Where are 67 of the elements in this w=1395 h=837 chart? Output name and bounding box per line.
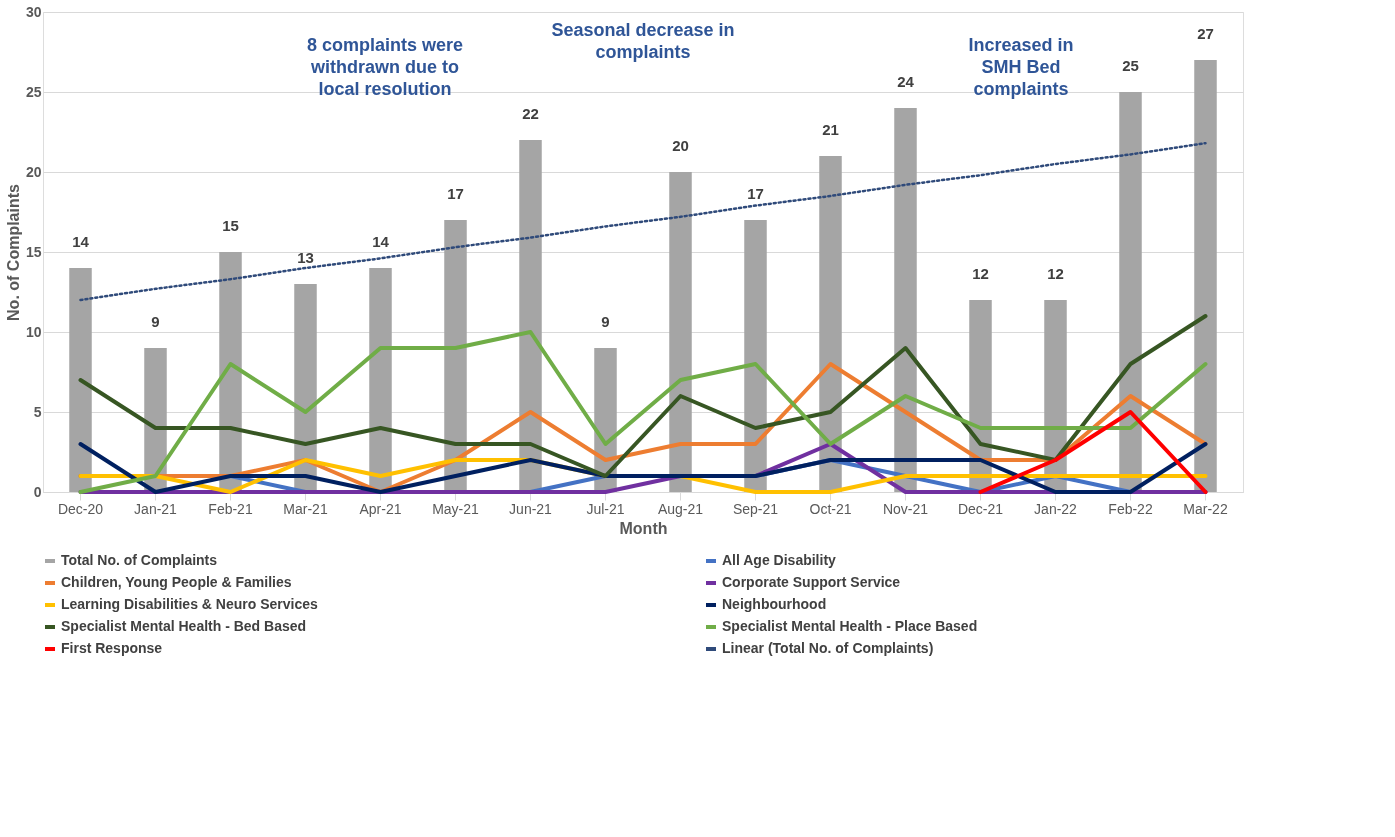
bar [1194,60,1217,492]
bar [444,220,467,492]
x-tick-label: Feb-21 [208,500,253,517]
annotation: Seasonal decrease in complaints [551,20,735,63]
x-tick-label: Nov-21 [882,500,929,517]
legend-label: Neighbourhood [722,596,827,612]
bar [519,140,542,492]
legend-label: Children, Young People & Families [61,574,292,590]
y-tick-label: 20 [25,163,42,180]
x-tick-label: Oct-21 [809,500,852,517]
x-axis-title: Month [619,519,668,537]
annotation: Increased in SMH Bed complaints [968,34,1074,99]
y-tick-label: 15 [25,243,42,260]
y-tick-label: 30 [25,3,42,20]
x-tick-label: Feb-22 [1108,500,1153,517]
data-label: 24 [897,73,915,90]
x-tick-label: May-21 [432,500,480,517]
data-label: 12 [1047,265,1064,282]
y-tick-label: 5 [33,403,42,420]
x-tick-label: Dec-21 [957,500,1004,517]
line-series [78,330,1208,494]
legend-label: Learning Disabilities & Neuro Services [61,596,318,612]
data-label: 13 [297,249,314,266]
bar [819,156,842,492]
data-label: 9 [151,313,160,330]
bar [369,268,392,492]
x-tick-label: Jan-21 [134,500,178,517]
x-tick-label: Jan-22 [1034,500,1078,517]
x-tick-label: Jun-21 [509,500,553,517]
bar [69,268,92,492]
data-label: 25 [1122,57,1139,74]
data-label: 14 [372,233,390,250]
data-label: 9 [601,313,610,330]
legend-label: Total No. of Complaints [61,552,218,568]
legend-label: Specialist Mental Health - Place Based [722,618,978,634]
data-label: 15 [222,217,239,234]
line-series [78,314,1208,478]
data-label: 12 [972,265,989,282]
y-axis-title: No. of Complaints [4,183,22,321]
legend-label: Linear (Total No. of Complaints) [722,640,934,656]
bar [894,108,917,492]
y-tick-label: 25 [25,83,42,100]
x-tick-label: Apr-21 [359,500,402,517]
data-label: 14 [72,233,90,250]
x-tick-label: Dec-20 [57,500,104,517]
y-tick-label: 0 [33,483,42,500]
data-label: 17 [747,185,764,202]
bar [744,220,767,492]
data-label: 22 [522,105,539,122]
data-label: 20 [672,137,689,154]
bar [669,172,692,492]
data-label: 17 [447,185,464,202]
bar [294,284,317,492]
legend-label: Specialist Mental Health - Bed Based [61,618,307,634]
bar [1119,92,1142,492]
x-tick-label: Sep-21 [732,500,779,517]
x-tick-label: Mar-22 [1183,500,1228,517]
legend-label: Corporate Support Service [722,574,901,590]
legend-label: First Response [61,640,163,656]
data-label: 27 [1197,25,1214,42]
y-tick-label: 10 [25,323,42,340]
x-tick-label: Aug-21 [657,500,704,517]
annotation: 8 complaints were withdrawn due to local resolution [306,34,464,99]
x-tick-label: Jul-21 [586,500,625,517]
x-tick-label: Mar-21 [283,500,328,517]
legend-label: All Age Disability [722,552,837,568]
data-label: 21 [822,121,839,138]
